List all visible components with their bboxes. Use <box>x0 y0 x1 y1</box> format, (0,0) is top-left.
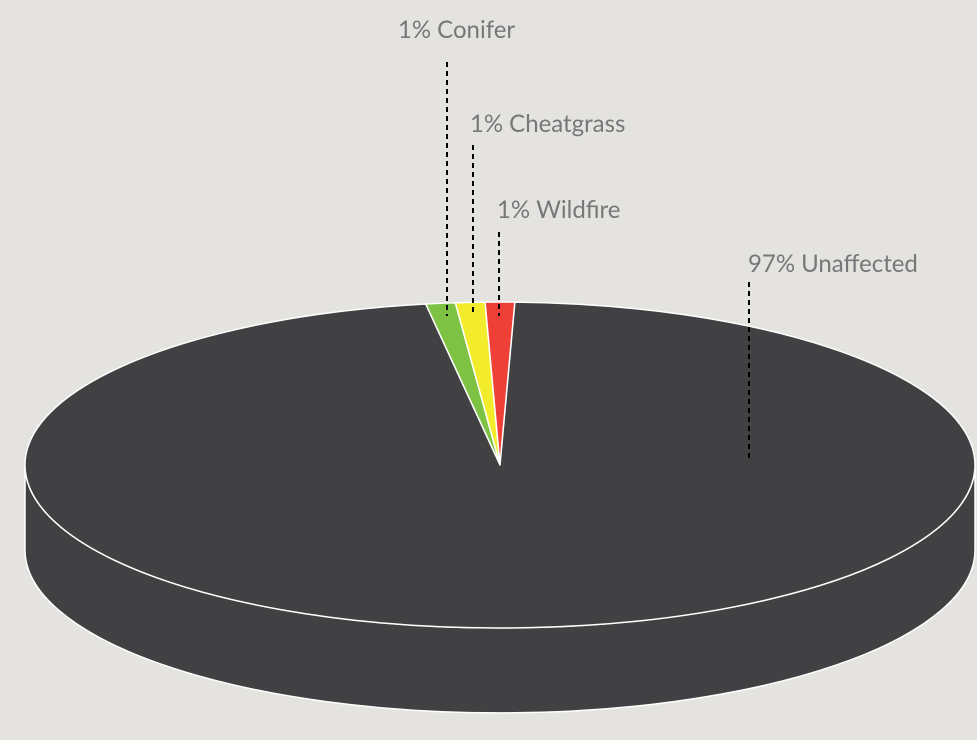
slice-value-label: 1% <box>470 109 503 138</box>
slice-category-label: Unaffected <box>801 249 918 278</box>
slice-category-label: Wildfire <box>536 195 620 224</box>
slice-label: 1% Conifer <box>398 15 515 44</box>
slice-category-label: Conifer <box>437 15 515 44</box>
slice-label: 1% Wildfire <box>497 195 620 224</box>
slice-category-label: Cheatgrass <box>509 109 625 138</box>
slice-value-label: 97% <box>748 249 795 278</box>
slice-value-label: 1% <box>497 195 530 224</box>
slice-value-label: 1% <box>398 15 431 44</box>
slice-label: 1% Cheatgrass <box>470 109 625 138</box>
pie-slice <box>24 301 976 629</box>
slice-label: 97% Unaffected <box>748 249 918 278</box>
